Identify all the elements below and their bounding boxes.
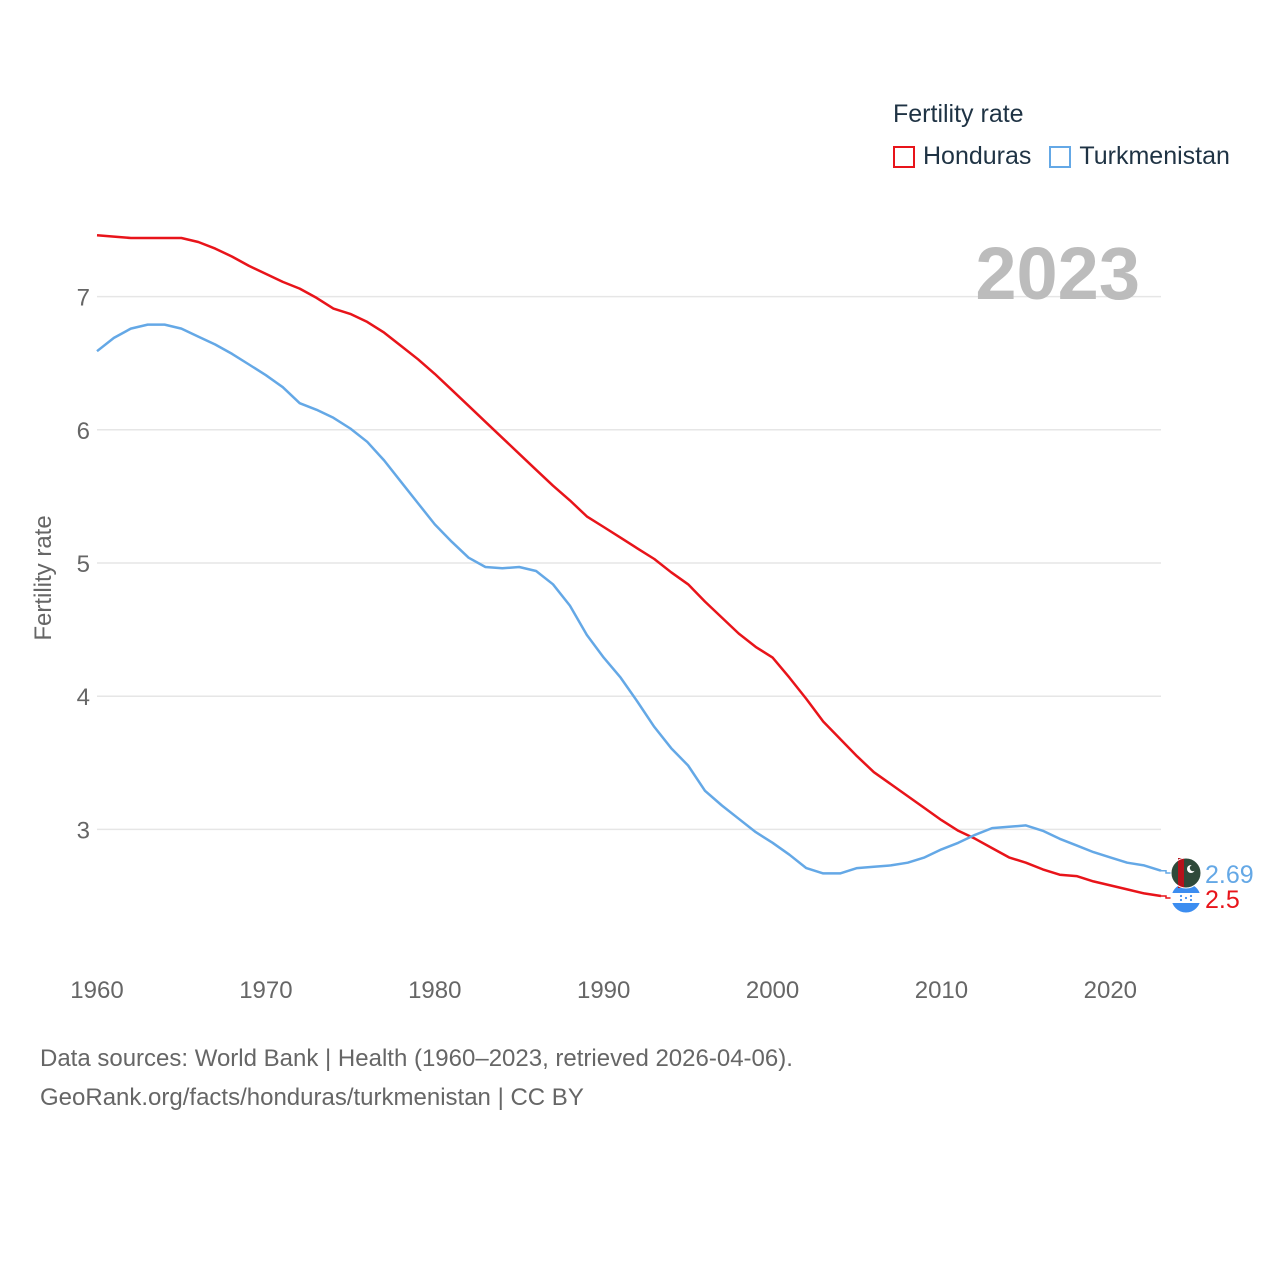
year-watermark: 2023 [975, 232, 1140, 315]
series-lines [96, 234, 1162, 898]
y-tick-label-6: 6 [77, 418, 90, 445]
flag-marker-turkmenistan [1170, 857, 1202, 889]
end-value-label-honduras: 2.5 [1205, 886, 1240, 914]
series-line-turkmenistan [96, 323, 1162, 875]
y-tick-label-5: 5 [77, 551, 90, 578]
x-tick-label-2000: 2000 [746, 977, 799, 1004]
legend-item-honduras[interactable]: Honduras [893, 142, 1031, 171]
y-axis-label: Fertility rate [30, 515, 57, 640]
x-tick-label-1980: 1980 [408, 977, 461, 1004]
legend-label-honduras: Honduras [923, 142, 1032, 170]
y-tick-label-4: 4 [77, 684, 90, 711]
x-tick-label-1960: 1960 [70, 977, 123, 1004]
x-tick-label-1970: 1970 [239, 977, 292, 1004]
x-tick-label-1990: 1990 [577, 977, 630, 1004]
grid-lines [97, 295, 1161, 831]
y-tick-label-3: 3 [77, 817, 90, 844]
legend-swatch-honduras [893, 145, 915, 168]
legend-swatch-turkmenistan [1049, 145, 1072, 168]
end-markers: 2.52.69 [1161, 857, 1254, 914]
y-tick-label-7: 7 [77, 285, 90, 312]
end-connector-honduras [1161, 895, 1172, 899]
y-axis-ticks: 3 4 5 6 7 [77, 285, 90, 845]
legend-label-turkmenistan: Turkmenistan [1079, 142, 1230, 170]
legend-item-turkmenistan[interactable]: Turkmenistan [1049, 142, 1230, 171]
x-tick-label-2010: 2010 [915, 977, 968, 1004]
flag-marker-honduras [1170, 882, 1202, 914]
x-tick-label-2020: 2020 [1084, 977, 1137, 1004]
source-line-1: Data sources: World Bank | Health (1960–… [40, 1045, 793, 1072]
series-line-honduras [96, 234, 1162, 898]
end-value-label-turkmenistan: 2.69 [1205, 861, 1254, 889]
end-connector-turkmenistan [1161, 869, 1172, 874]
x-axis-ticks: 1960 1970 1980 1990 2000 2010 2020 [70, 977, 1137, 1004]
legend-title: Fertility rate [893, 100, 1024, 128]
source-line-2: GeoRank.org/facts/honduras/turkmenistan … [40, 1084, 584, 1111]
legend: Honduras Turkmenistan [893, 142, 1248, 171]
